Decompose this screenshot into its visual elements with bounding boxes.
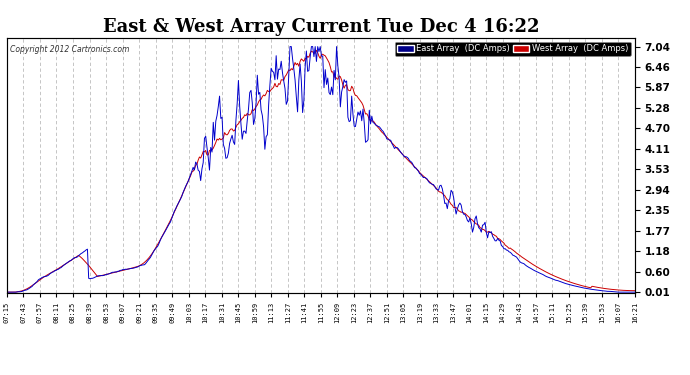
- Title: East & West Array Current Tue Dec 4 16:22: East & West Array Current Tue Dec 4 16:2…: [103, 18, 539, 36]
- Legend: East Array  (DC Amps), West Array  (DC Amps): East Array (DC Amps), West Array (DC Amp…: [395, 42, 631, 56]
- Text: Copyright 2012 Cartronics.com: Copyright 2012 Cartronics.com: [10, 45, 130, 54]
